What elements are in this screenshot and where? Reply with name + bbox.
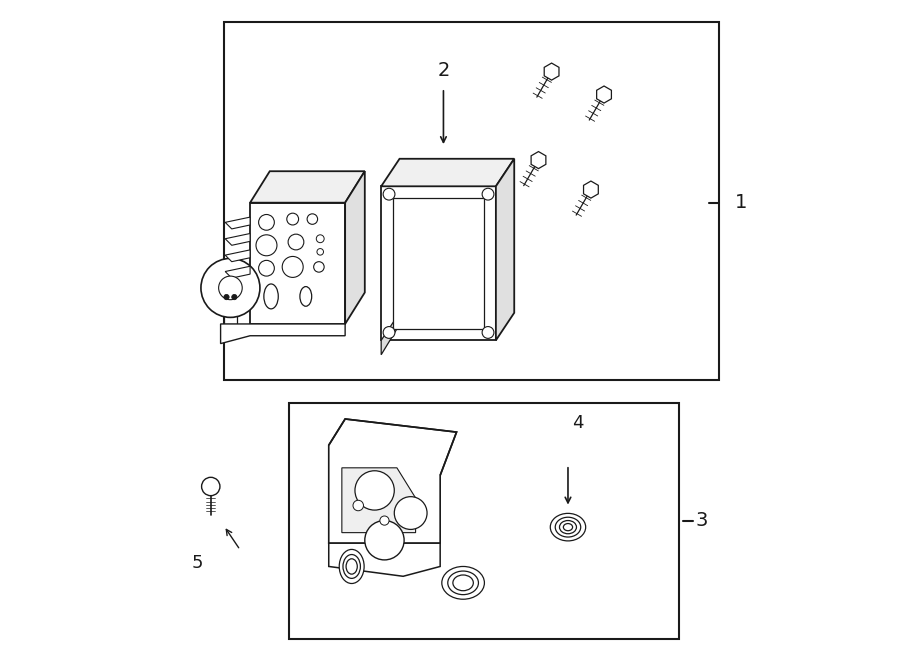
Circle shape <box>383 327 395 338</box>
Text: 5: 5 <box>192 554 203 572</box>
Bar <box>393 198 484 329</box>
Polygon shape <box>250 203 345 324</box>
Polygon shape <box>531 151 546 169</box>
Circle shape <box>258 214 274 230</box>
Circle shape <box>482 188 494 200</box>
Circle shape <box>355 471 394 510</box>
Polygon shape <box>597 86 611 103</box>
Polygon shape <box>225 217 250 229</box>
Circle shape <box>258 260 274 276</box>
Polygon shape <box>220 324 345 344</box>
Circle shape <box>288 234 304 250</box>
Circle shape <box>231 294 237 299</box>
Ellipse shape <box>555 517 580 537</box>
Ellipse shape <box>264 284 278 309</box>
Bar <box>224 307 237 324</box>
Circle shape <box>383 188 395 200</box>
Polygon shape <box>382 313 400 355</box>
Circle shape <box>317 249 323 255</box>
Circle shape <box>202 477 220 496</box>
Ellipse shape <box>448 571 479 595</box>
Text: 2: 2 <box>437 61 450 80</box>
Ellipse shape <box>343 555 360 578</box>
Circle shape <box>394 496 428 529</box>
Text: 1: 1 <box>735 193 748 212</box>
Text: 3: 3 <box>696 511 708 530</box>
Polygon shape <box>345 171 364 324</box>
Circle shape <box>219 276 242 299</box>
Polygon shape <box>328 419 456 543</box>
Circle shape <box>224 294 230 299</box>
Polygon shape <box>583 181 599 198</box>
Circle shape <box>201 258 260 317</box>
Bar <box>382 186 496 340</box>
Polygon shape <box>382 159 514 186</box>
Circle shape <box>482 327 494 338</box>
Ellipse shape <box>453 575 473 591</box>
Polygon shape <box>250 171 364 203</box>
Polygon shape <box>225 250 250 262</box>
Polygon shape <box>544 63 559 80</box>
Bar <box>224 22 719 379</box>
Circle shape <box>314 262 324 272</box>
Ellipse shape <box>550 514 586 541</box>
Circle shape <box>364 521 404 560</box>
Circle shape <box>283 256 303 278</box>
Polygon shape <box>328 543 440 576</box>
Circle shape <box>380 516 389 525</box>
Circle shape <box>256 235 277 256</box>
Ellipse shape <box>563 524 572 531</box>
Circle shape <box>307 214 318 224</box>
Polygon shape <box>342 468 416 533</box>
Ellipse shape <box>339 549 365 584</box>
Polygon shape <box>225 233 250 245</box>
Ellipse shape <box>442 566 484 600</box>
Circle shape <box>287 214 299 225</box>
Bar <box>290 403 680 639</box>
Text: 4: 4 <box>572 414 583 432</box>
Ellipse shape <box>346 559 357 574</box>
Polygon shape <box>496 159 514 340</box>
Polygon shape <box>225 266 250 278</box>
Circle shape <box>316 235 324 243</box>
Ellipse shape <box>300 287 311 306</box>
Ellipse shape <box>560 520 577 533</box>
Circle shape <box>353 500 364 511</box>
